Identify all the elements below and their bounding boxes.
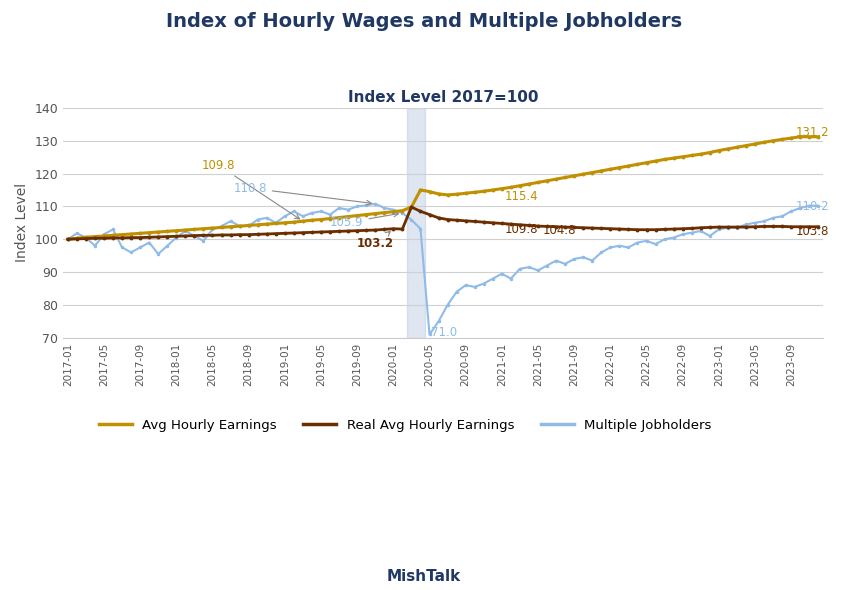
Real Avg Hourly Earnings xyxy=(108,234,118,241)
Text: 103.2: 103.2 xyxy=(357,231,394,250)
Text: 110.8: 110.8 xyxy=(233,182,371,205)
Line: Real Avg Hourly Earnings: Real Avg Hourly Earnings xyxy=(66,206,819,241)
Y-axis label: Index Level: Index Level xyxy=(15,183,29,263)
Real Avg Hourly Earnings xyxy=(813,223,823,230)
Text: 131.2: 131.2 xyxy=(795,126,829,139)
Text: 109.8: 109.8 xyxy=(202,159,299,219)
Multiple Jobholders xyxy=(451,289,461,296)
Real Avg Hourly Earnings xyxy=(398,225,408,232)
Avg Hourly Earnings xyxy=(433,191,444,198)
Real Avg Hourly Earnings xyxy=(406,204,416,211)
Text: 104.8: 104.8 xyxy=(543,224,576,237)
Multiple Jobholders xyxy=(406,217,416,224)
Multiple Jobholders xyxy=(650,241,661,248)
Avg Hourly Earnings xyxy=(633,161,643,168)
Text: MishTalk: MishTalk xyxy=(387,569,461,584)
Multiple Jobholders xyxy=(813,202,823,209)
Real Avg Hourly Earnings xyxy=(443,216,453,223)
Text: 103.8: 103.8 xyxy=(795,225,829,238)
Text: 110.2: 110.2 xyxy=(795,199,829,212)
Text: 71.0: 71.0 xyxy=(432,326,457,339)
Legend: Avg Hourly Earnings, Real Avg Hourly Earnings, Multiple Jobholders: Avg Hourly Earnings, Real Avg Hourly Ear… xyxy=(93,414,717,437)
Avg Hourly Earnings xyxy=(668,155,678,162)
Text: 105.9: 105.9 xyxy=(330,212,399,229)
Bar xyxy=(407,108,425,337)
Title: Index Level 2017=100: Index Level 2017=100 xyxy=(348,90,538,105)
Avg Hourly Earnings xyxy=(795,133,806,140)
Text: Index of Hourly Wages and Multiple Jobholders: Index of Hourly Wages and Multiple Jobho… xyxy=(166,12,682,31)
Multiple Jobholders xyxy=(371,200,381,207)
Real Avg Hourly Earnings xyxy=(641,226,651,233)
Multiple Jobholders xyxy=(108,226,118,233)
Avg Hourly Earnings xyxy=(63,235,73,242)
Real Avg Hourly Earnings xyxy=(678,225,688,232)
Multiple Jobholders xyxy=(687,229,697,236)
Avg Hourly Earnings xyxy=(398,207,408,214)
Real Avg Hourly Earnings xyxy=(63,235,73,242)
Avg Hourly Earnings xyxy=(108,232,118,239)
Line: Avg Hourly Earnings: Avg Hourly Earnings xyxy=(66,136,819,241)
Multiple Jobholders xyxy=(72,230,82,237)
Real Avg Hourly Earnings xyxy=(72,235,82,242)
Line: Multiple Jobholders: Multiple Jobholders xyxy=(67,203,819,336)
Multiple Jobholders xyxy=(424,331,434,338)
Text: 115.4: 115.4 xyxy=(505,190,538,203)
Avg Hourly Earnings xyxy=(813,133,823,140)
Multiple Jobholders xyxy=(63,235,73,242)
Avg Hourly Earnings xyxy=(72,235,82,242)
Text: 109.8: 109.8 xyxy=(505,224,538,237)
